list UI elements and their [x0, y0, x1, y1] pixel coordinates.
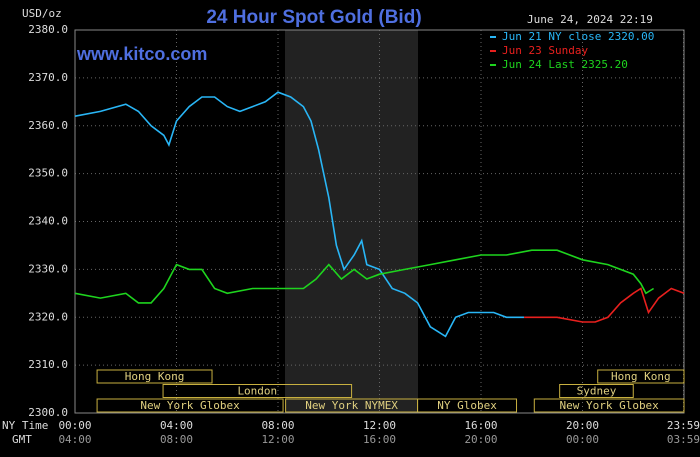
session-label: NY Globex [437, 399, 497, 412]
chart-title: 24 Hour Spot Gold (Bid) [206, 7, 421, 28]
timestamp: June 24, 2024 22:19 [527, 13, 653, 26]
x-tick-label: 20:00 [566, 419, 599, 432]
session-box [597, 369, 685, 384]
y-tick-label: 2310.0 [28, 358, 68, 371]
session-box [96, 369, 213, 384]
legend-label: Jun 23 Sunday [502, 44, 588, 57]
session-box [162, 384, 353, 398]
x-tick-label: 08:00 [261, 419, 294, 432]
y-tick-label: 2380.0 [28, 23, 68, 36]
session-label: New York NYMEX [305, 399, 398, 412]
y-tick-label: 2340.0 [28, 215, 68, 228]
session-box [417, 398, 518, 413]
x-tick-label: 23:59 [667, 419, 700, 432]
session-label: Sydney [577, 385, 617, 398]
session-label: New York Globex [559, 399, 659, 412]
session-label: New York Globex [140, 399, 240, 412]
gmt-tick-label: 04:00 [58, 433, 91, 446]
series-line [74, 91, 525, 338]
session-label: Hong Kong [611, 370, 671, 383]
x-tick-label: 16:00 [464, 419, 497, 432]
session-box [559, 384, 634, 398]
gmt-tick-label: 08:00 [160, 433, 193, 446]
legend-label: Jun 21 NY close 2320.00 [502, 30, 654, 43]
unit-label: USD/oz [22, 7, 62, 20]
site-label: www.kitco.com [76, 44, 207, 64]
session-box [533, 398, 685, 413]
y-tick-label: 2320.0 [28, 310, 68, 323]
x-tick-label: 00:00 [58, 419, 91, 432]
x-row-label: NY Time [2, 419, 48, 432]
y-tick-label: 2330.0 [28, 262, 68, 275]
y-tick-label: 2300.0 [28, 406, 68, 419]
gmt-tick-label: 00:00 [566, 433, 599, 446]
x-tick-label: 12:00 [363, 419, 396, 432]
session-label: London [237, 385, 277, 398]
gmt-tick-label: 03:59 [667, 433, 700, 446]
x-row-label: GMT [12, 433, 32, 446]
session-label: Hong Kong [125, 370, 185, 383]
y-tick-label: 2370.0 [28, 71, 68, 84]
series-line [74, 249, 655, 304]
y-tick-label: 2360.0 [28, 119, 68, 132]
gmt-tick-label: 20:00 [464, 433, 497, 446]
series-line [524, 287, 685, 323]
plot-border [74, 29, 685, 414]
legend-label: Jun 24 Last 2325.20 [502, 58, 628, 71]
gmt-tick-label: 12:00 [261, 433, 294, 446]
gmt-tick-label: 16:00 [363, 433, 396, 446]
session-box [96, 398, 284, 413]
y-tick-label: 2350.0 [28, 167, 68, 180]
x-tick-label: 04:00 [160, 419, 193, 432]
